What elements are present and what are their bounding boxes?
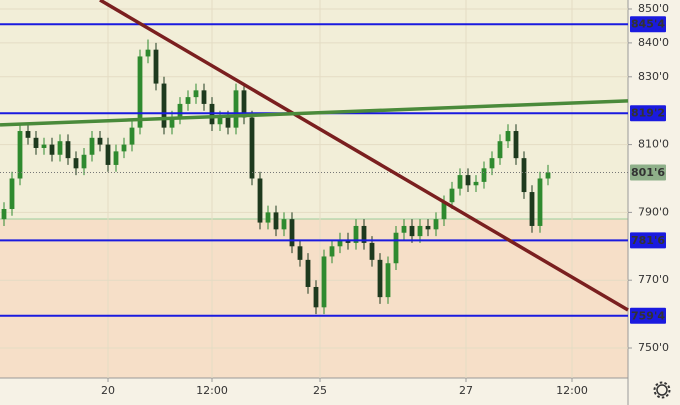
candle-body [297, 246, 303, 260]
candle-body [129, 127, 135, 145]
y-tick-label: 790'0 [638, 205, 669, 218]
y-tick-label: 750'0 [638, 341, 669, 354]
candle-body [17, 131, 23, 179]
candle-body [329, 246, 335, 257]
candle-body [369, 242, 375, 260]
candle-body [505, 131, 511, 142]
candle-body [489, 158, 495, 169]
candle-body [265, 212, 271, 223]
candle-body [529, 192, 535, 226]
candle-body [441, 202, 447, 220]
candle-body [481, 168, 487, 182]
candle-body [305, 259, 311, 287]
level-tag [630, 16, 666, 33]
level-tag [630, 232, 666, 249]
settings-icon[interactable] [653, 381, 671, 399]
candle-body [353, 225, 359, 243]
candle-body [257, 178, 263, 223]
candle-body [145, 49, 151, 57]
candle-body [393, 232, 399, 264]
trend-line [0, 99, 629, 127]
x-tick-label: 12:00 [556, 384, 588, 397]
candle-body [185, 97, 191, 104]
candle-body [457, 175, 463, 189]
candle-body [113, 151, 119, 165]
candle-body [321, 256, 327, 308]
candle-body [169, 117, 175, 128]
candle-body [313, 286, 319, 308]
y-tick-label: 840'0 [638, 36, 669, 49]
candle-body [89, 137, 95, 155]
candle-body [233, 90, 239, 128]
last-price-tag-label: 801'6 [631, 166, 665, 179]
x-tick-label: 25 [313, 384, 327, 397]
candle-body [49, 144, 55, 155]
candle-body [1, 209, 7, 220]
candle-body [473, 181, 479, 186]
candle-body [465, 175, 471, 186]
level-tag [630, 307, 666, 324]
level-tag [630, 105, 666, 122]
candle-body [401, 225, 407, 233]
candle-body [161, 83, 167, 128]
candle-body [433, 219, 439, 230]
candle-body [121, 144, 127, 152]
y-axis-bg [628, 0, 680, 405]
level-tag-label: 845'4 [631, 18, 665, 31]
candle-body [217, 117, 223, 125]
candle-body [337, 239, 343, 247]
x-tick-label: 27 [459, 384, 473, 397]
last-price-tag [630, 164, 666, 181]
candle-body [513, 131, 519, 159]
x-tick-label: 12:00 [196, 384, 228, 397]
plot-bg-upper [0, 0, 628, 219]
y-tick-label: 830'0 [638, 70, 669, 83]
candle-body [521, 158, 527, 193]
candle-body [193, 90, 199, 98]
candle-body [153, 49, 159, 84]
candle-body [409, 225, 415, 237]
candle-body [241, 90, 247, 118]
y-tick-label: 770'0 [638, 273, 669, 286]
candle-body [537, 178, 543, 226]
x-tick-label: 20 [101, 384, 115, 397]
candle-body [449, 188, 455, 203]
candle-body [225, 117, 231, 128]
candle-body [417, 225, 423, 237]
trend-line [99, 0, 629, 312]
candle-body [9, 178, 15, 210]
candle-body [73, 158, 79, 169]
candle-body [65, 141, 71, 159]
y-tick-label: 810'0 [638, 138, 669, 151]
candle-body [273, 212, 279, 230]
candle-body [385, 263, 391, 298]
candle-body [105, 144, 111, 165]
candle-body [177, 103, 183, 118]
candle-body [289, 219, 295, 247]
candle-body [57, 141, 63, 155]
candle-body [545, 172, 551, 179]
x-axis-bg [0, 378, 628, 405]
candle-body [281, 219, 287, 230]
candle-body [201, 90, 207, 104]
candle-body [137, 56, 143, 128]
y-tick-label: 850'0 [638, 2, 669, 15]
candle-body [361, 225, 367, 243]
candle-body [41, 144, 47, 148]
candle-body [497, 141, 503, 159]
level-tag-label: 759'4 [631, 309, 665, 322]
level-tag-label: 781'6 [631, 234, 665, 247]
candle-body [97, 137, 103, 145]
candle-body [377, 259, 383, 298]
candle-body [33, 137, 39, 148]
candle-body [81, 154, 87, 169]
candle-body [25, 131, 31, 138]
level-tag-label: 819'2 [631, 107, 665, 120]
candle-body [425, 225, 431, 230]
candle-body [249, 117, 255, 179]
